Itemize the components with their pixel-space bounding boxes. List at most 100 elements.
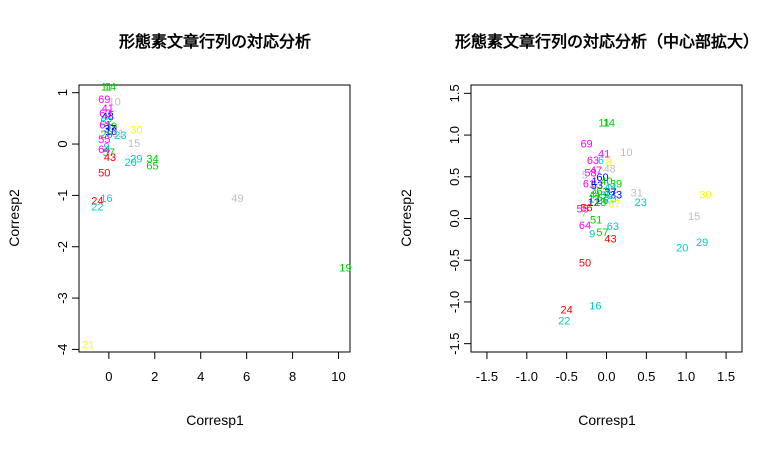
left-point-label: 65 bbox=[146, 161, 158, 173]
left-x-tick-label: 6 bbox=[243, 369, 250, 384]
right-point-label: 57 bbox=[596, 227, 608, 239]
right-panel-title: 形態素文章行列の対応分析（中心部拡大） bbox=[455, 32, 759, 51]
right-x-tick-label: 0.5 bbox=[637, 369, 655, 384]
left-point-label: 15 bbox=[128, 138, 140, 150]
right-point-label: 1 bbox=[591, 176, 597, 188]
right-point-label: 3 bbox=[591, 185, 597, 197]
left-point-label: 16 bbox=[100, 193, 112, 205]
right-point-label: 56 bbox=[580, 203, 592, 215]
left-y-tick-label: 0 bbox=[55, 140, 70, 147]
left-point-label: 50 bbox=[98, 167, 110, 179]
right-point-label: 40 bbox=[600, 176, 612, 188]
right-x-tick-label: -0.5 bbox=[555, 369, 577, 384]
right-point-label: 45 bbox=[594, 190, 606, 202]
right-y-ticks: -1.5 -1.0 -0.5 0.0 0.5 1.0 1.5 bbox=[447, 84, 472, 355]
right-point-label: 5 bbox=[582, 169, 588, 181]
left-x-tick-label: 4 bbox=[197, 369, 204, 384]
right-x-tick-label: -1.5 bbox=[476, 369, 498, 384]
left-point-label: 57 bbox=[103, 147, 115, 159]
left-point-label: 21 bbox=[82, 339, 94, 351]
left-point-label: 14 bbox=[104, 82, 116, 94]
right-point-label: 43 bbox=[604, 234, 616, 246]
left-y-tick-label: -3 bbox=[55, 292, 70, 304]
left-point-label: 48 bbox=[102, 111, 114, 123]
right-point-label: 53 bbox=[591, 180, 603, 192]
right-y-tick-label: -1.0 bbox=[447, 291, 462, 313]
right-point-label: 23 bbox=[635, 197, 647, 209]
right-point-label: 67 bbox=[608, 198, 620, 210]
left-point-label: 22 bbox=[91, 202, 103, 214]
right-point-label: 14 bbox=[603, 118, 615, 130]
right-point-label: 6 bbox=[598, 155, 604, 167]
left-y-tick-label: -1 bbox=[55, 190, 70, 202]
right-x-axis-title: Corresp1 bbox=[578, 412, 636, 428]
left-x-tick-label: 8 bbox=[289, 369, 296, 384]
right-y-tick-label: 0.0 bbox=[447, 209, 462, 227]
left-point-label: 11 bbox=[101, 82, 112, 94]
left-point-label: 26 bbox=[100, 129, 112, 141]
left-point-label: 37 bbox=[104, 124, 116, 136]
right-point-label: 63 bbox=[607, 221, 619, 233]
right-y-tick-label: 1.0 bbox=[447, 126, 462, 144]
right-point-label: 60 bbox=[596, 172, 608, 184]
left-point-label: 31 bbox=[112, 128, 124, 140]
right-point-label: 15 bbox=[688, 211, 700, 223]
right-point-label: 61 bbox=[583, 178, 595, 190]
left-plot-frame bbox=[78, 84, 351, 353]
right-point-label: 36 bbox=[600, 190, 612, 202]
left-x-tick-label: 2 bbox=[151, 369, 158, 384]
right-point-label: 69 bbox=[580, 138, 592, 150]
right-point-label: 64 bbox=[579, 220, 591, 232]
left-point-label: 55 bbox=[98, 134, 110, 146]
left-y-tick-label: -4 bbox=[55, 344, 70, 356]
right-point-label: 12 bbox=[588, 197, 600, 209]
right-point-label: 37 bbox=[604, 187, 616, 199]
right-point-label: 50 bbox=[579, 258, 591, 270]
left-point-label: 43 bbox=[104, 152, 116, 164]
right-point-label: 58 bbox=[584, 168, 596, 180]
right-panel: 形態素文章行列の対応分析（中心部拡大） Corresp1 Corresp2 -1… bbox=[398, 32, 759, 428]
left-y-ticks: -4 -3 -2 -1 0 1 bbox=[55, 89, 80, 356]
left-point-label: 41 bbox=[102, 103, 114, 115]
right-point-label: 63 bbox=[587, 155, 599, 167]
right-point-label: 62 bbox=[596, 186, 608, 198]
right-point-label: 9 bbox=[589, 229, 595, 241]
left-point-label: 24 bbox=[91, 196, 103, 208]
left-point-label: 64 bbox=[98, 144, 110, 156]
right-point-label: 22 bbox=[558, 315, 570, 327]
right-y-tick-label: 1.5 bbox=[447, 84, 462, 102]
left-y-tick-label: 1 bbox=[55, 89, 70, 96]
left-point-label: 63 bbox=[99, 108, 111, 120]
left-point-label: 39 bbox=[105, 121, 117, 133]
right-point-label: 16 bbox=[589, 300, 601, 312]
right-y-tick-label: -1.5 bbox=[447, 332, 462, 354]
left-x-tick-label: 10 bbox=[331, 369, 345, 384]
right-point-label: 55 bbox=[576, 203, 588, 215]
right-x-tick-label: 1.0 bbox=[677, 369, 695, 384]
right-y-tick-label: 0.5 bbox=[447, 168, 462, 186]
right-point-label: 48 bbox=[604, 163, 616, 175]
right-x-tick-label: -1.0 bbox=[516, 369, 538, 384]
left-x-axis-title: Corresp1 bbox=[186, 412, 244, 428]
left-point-label: 18 bbox=[105, 126, 117, 138]
right-point-label: 51 bbox=[590, 214, 602, 226]
right-x-ticks: -1.5 -1.0 -0.5 0.0 0.5 1.0 1.5 bbox=[476, 351, 735, 384]
left-x-ticks: 0 2 4 6 8 10 bbox=[105, 351, 346, 384]
left-point-label: 10 bbox=[108, 96, 120, 108]
right-point-label: 39 bbox=[610, 178, 622, 190]
left-point-label: 61 bbox=[99, 120, 111, 132]
right-point-label: 8 bbox=[606, 157, 612, 169]
left-x-tick-label: 0 bbox=[105, 369, 112, 384]
right-point-label: 30 bbox=[699, 189, 711, 201]
right-point-label: 29 bbox=[696, 237, 708, 249]
right-point-label: 33 bbox=[610, 189, 622, 201]
right-point-label: 26 bbox=[596, 195, 608, 207]
right-point-label: 4 bbox=[589, 189, 595, 201]
right-x-tick-label: 0.0 bbox=[597, 369, 615, 384]
left-point-label: 34 bbox=[146, 153, 158, 165]
right-point-label: 20 bbox=[676, 243, 688, 255]
right-y-tick-label: -0.5 bbox=[447, 249, 462, 271]
right-point-label: 44 bbox=[604, 182, 616, 194]
